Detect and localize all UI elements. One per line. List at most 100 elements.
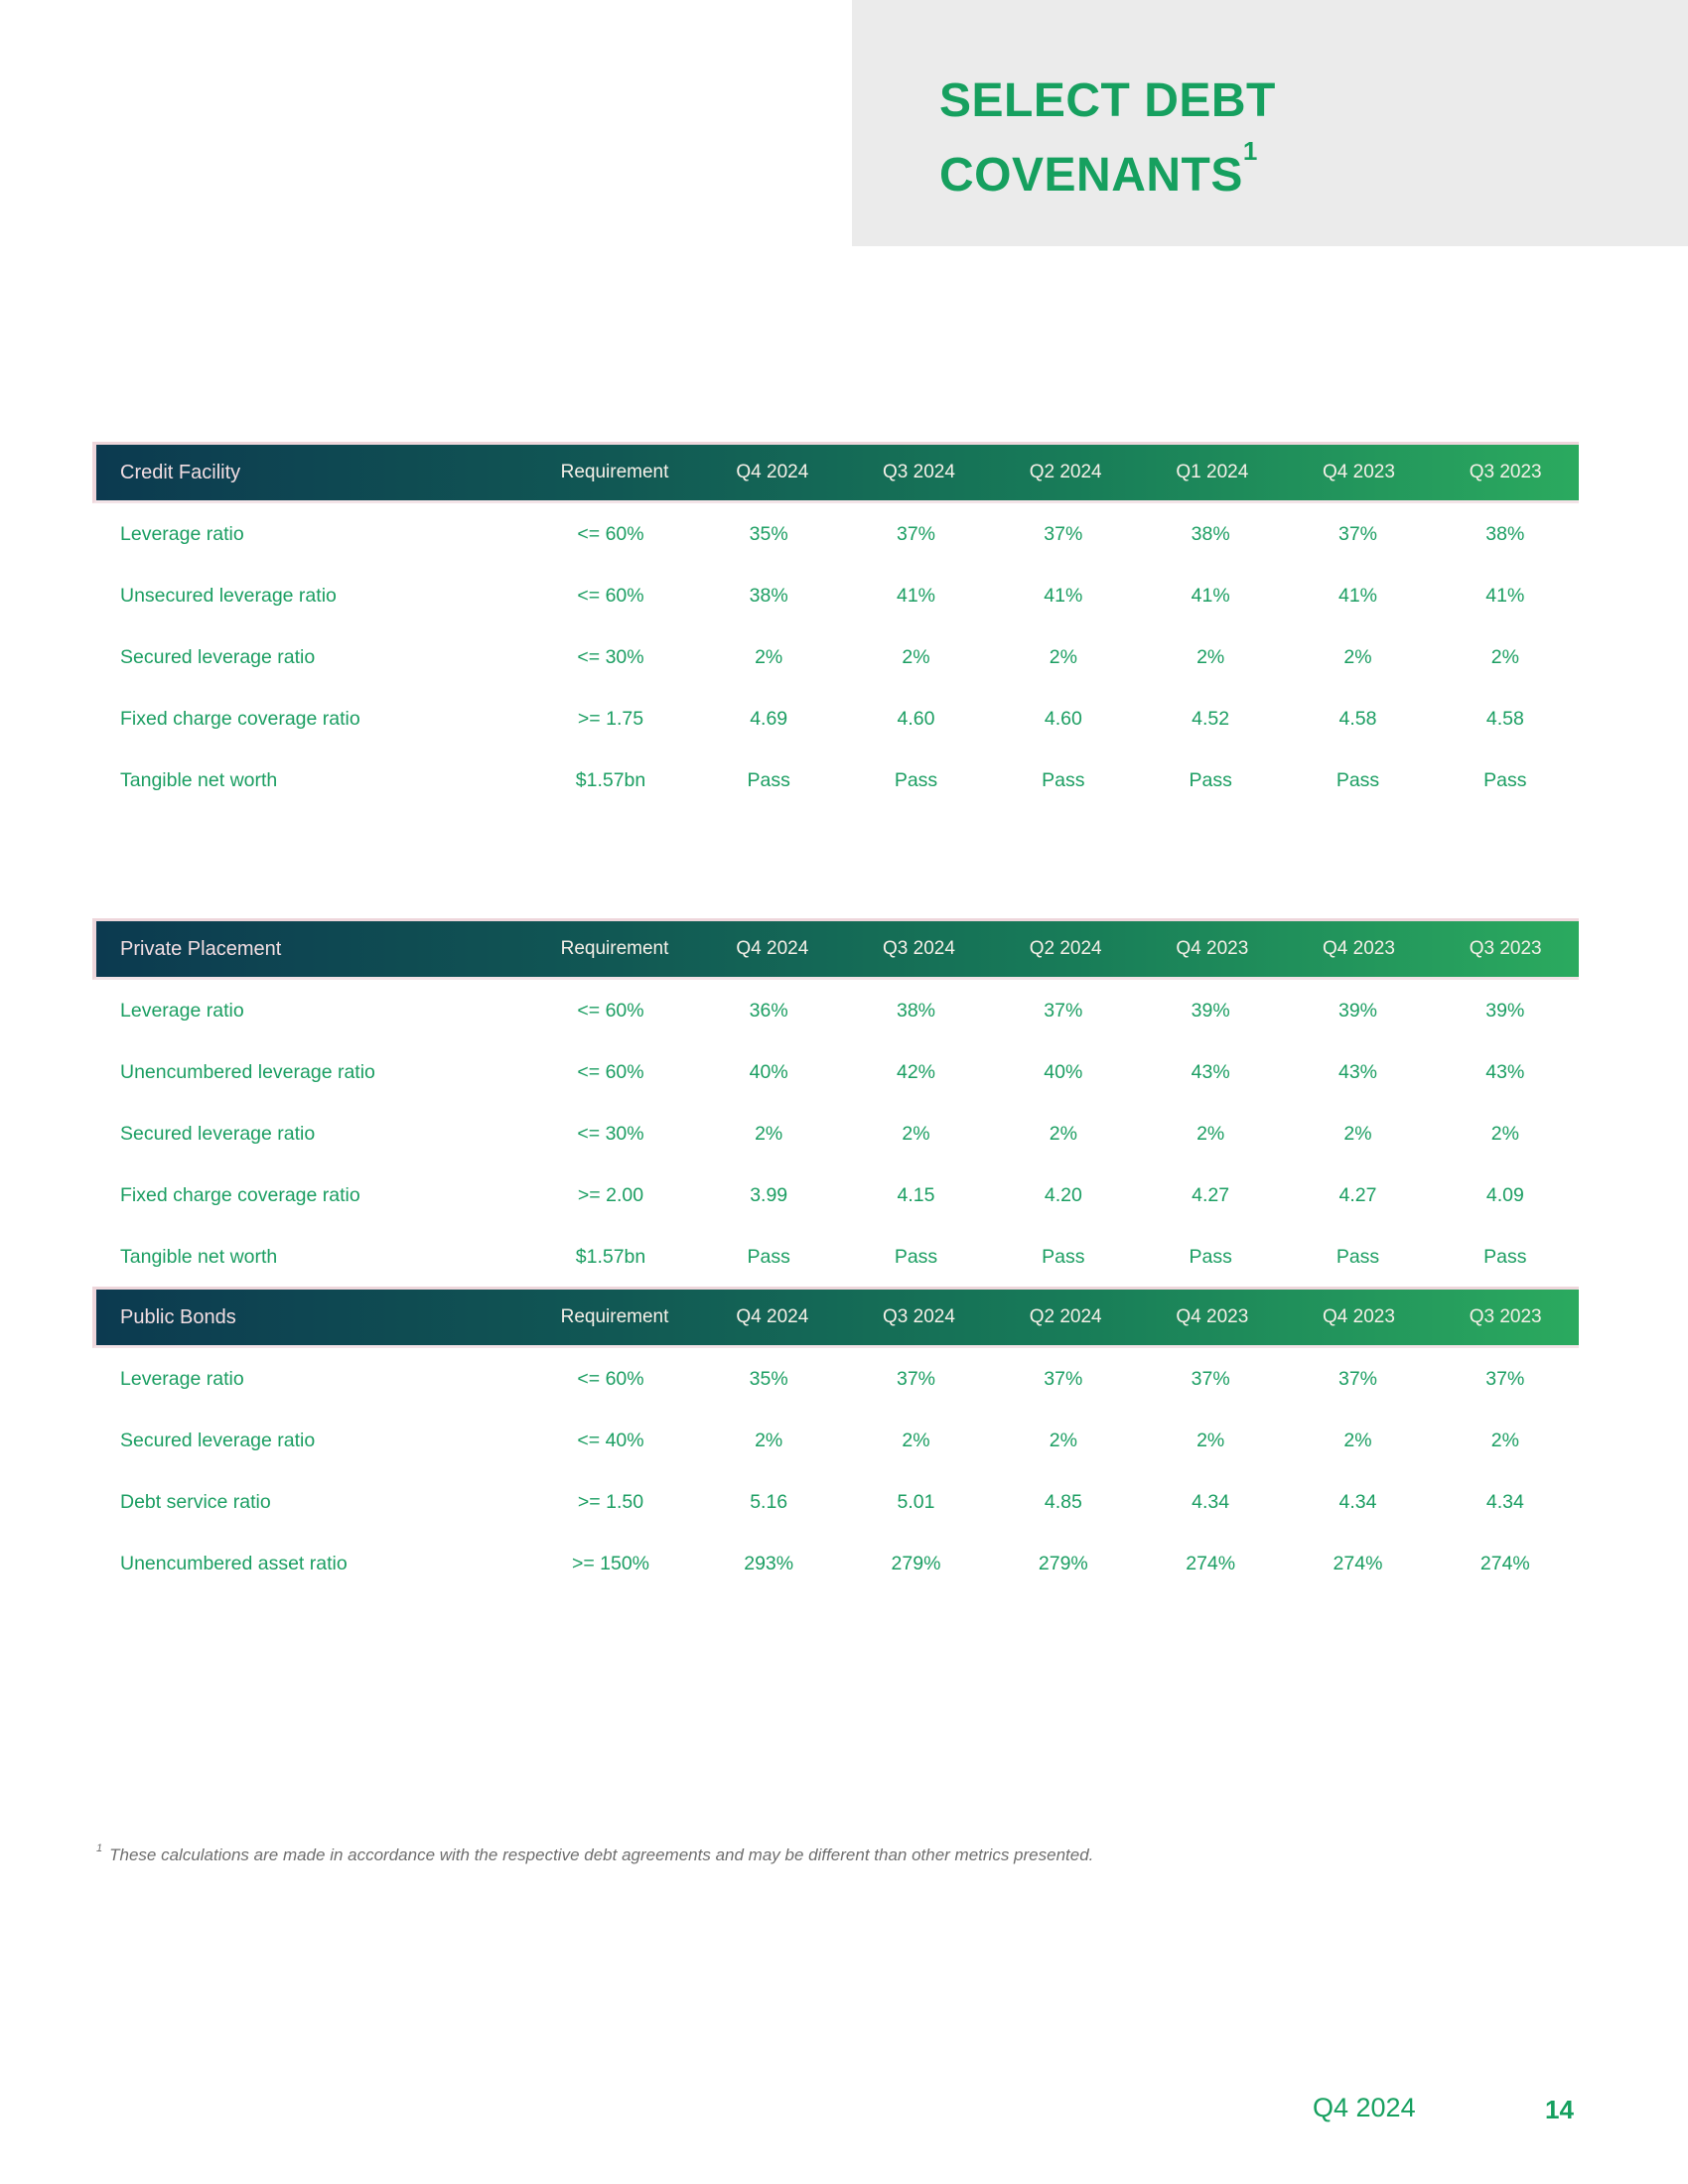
cell-value: $1.57bn	[575, 1245, 646, 1268]
table-row: Fixed charge coverage ratio >= 2.00 3.99 4.…	[92, 1164, 1579, 1226]
cell-value: 38%	[1485, 522, 1525, 545]
table-title: Public Bonds	[120, 1305, 236, 1328]
column-header: Q4 2024	[736, 1306, 809, 1327]
cell-value: 2%	[1196, 1122, 1225, 1145]
cell-value: Pass	[1042, 768, 1085, 791]
cell-value: 2%	[1490, 645, 1519, 668]
cell-value: 274%	[1333, 1552, 1383, 1574]
cell-value: $1.57bn	[575, 768, 646, 791]
cell-value: Pass	[747, 768, 790, 791]
cell-value: 5.01	[897, 1490, 935, 1513]
row-label: Tangible net worth	[120, 1245, 278, 1268]
cell-value: 37%	[1044, 999, 1083, 1022]
cell-value: 5.16	[750, 1490, 788, 1513]
cell-value: 2%	[1049, 1122, 1077, 1145]
page-title-line2: COVENANTS1	[939, 136, 1258, 202]
cell-value: 2%	[1343, 1429, 1372, 1451]
covenant-table-private-placement: Private Placement Requirement Q4 2024 Q3 20…	[92, 918, 1579, 1288]
cell-value: 4.58	[1485, 707, 1524, 730]
cell-value: 2%	[1343, 1122, 1372, 1145]
cell-value: Pass	[1336, 768, 1380, 791]
table-row: Secured leverage ratio <= 30% 2% 2% 2% 2% 2% 2%	[92, 1103, 1579, 1164]
column-header: Q4 2023	[1176, 1306, 1249, 1327]
cell-value: 2%	[1196, 1429, 1225, 1451]
row-label: Unencumbered leverage ratio	[120, 1060, 375, 1083]
column-header: Q4 2023	[1323, 1306, 1395, 1327]
row-label: Secured leverage ratio	[120, 1122, 316, 1145]
cell-value: Pass	[894, 1245, 938, 1268]
cell-value: 37%	[896, 1367, 935, 1390]
cell-value: 37%	[1337, 1367, 1377, 1390]
row-label: Debt service ratio	[120, 1490, 271, 1513]
column-header: Q1 2024	[1176, 462, 1249, 482]
cell-value: 2%	[1490, 1429, 1519, 1451]
cell-value: >= 1.50	[577, 1490, 644, 1513]
cell-value: Pass	[894, 768, 938, 791]
cell-value: 4.15	[897, 1183, 935, 1206]
footer-quarter-label: Q4 2024	[1313, 2093, 1416, 2122]
cell-value: 2%	[1196, 645, 1225, 668]
cell-value: >= 150%	[571, 1552, 650, 1574]
cell-value: 41%	[1044, 584, 1083, 607]
footnote: 1 These calculations are made in accordan…	[96, 1843, 1387, 1865]
cell-value: 43%	[1485, 1060, 1525, 1083]
cell-value: <= 30%	[577, 1122, 644, 1145]
column-header: Q3 2023	[1469, 938, 1542, 959]
table-row: Tangible net worth $1.57bn Pass Pass Pass Pas…	[92, 1226, 1579, 1288]
cell-value: 38%	[896, 999, 935, 1022]
cell-value: Pass	[1189, 1245, 1232, 1268]
cell-value: 2%	[902, 1429, 930, 1451]
table-row: Leverage ratio <= 60% 35% 37% 37% 38% 37% 38%	[92, 503, 1579, 565]
column-header: Q4 2023	[1323, 462, 1395, 482]
cell-value: 41%	[1191, 584, 1230, 607]
table-row: Secured leverage ratio <= 40% 2% 2% 2% 2% 2% 2%	[92, 1410, 1579, 1471]
column-header: Q2 2024	[1029, 1306, 1102, 1327]
cell-value: 37%	[1044, 522, 1083, 545]
cell-value: Pass	[1483, 768, 1527, 791]
table-row: Leverage ratio <= 60% 36% 38% 37% 39% 39% 39%	[92, 980, 1579, 1041]
cell-value: 274%	[1186, 1552, 1236, 1574]
cell-value: 39%	[1191, 999, 1230, 1022]
cell-value: <= 60%	[577, 1060, 644, 1083]
cell-value: <= 60%	[577, 1367, 644, 1390]
cell-value: 41%	[1485, 584, 1525, 607]
footnote-marker: 1	[96, 1843, 103, 1854]
title-footnote-marker: 1	[1242, 136, 1258, 166]
cell-value: 4.58	[1338, 707, 1377, 730]
cell-value: 4.20	[1044, 1183, 1082, 1206]
cell-value: 41%	[1337, 584, 1377, 607]
row-label: Tangible net worth	[120, 768, 278, 791]
column-header: Q4 2024	[736, 938, 809, 959]
cell-value: 4.69	[750, 707, 788, 730]
table-row: Unsecured leverage ratio <= 60% 38% 41% 41% 4…	[92, 565, 1579, 626]
footnote-text: These calculations are made in accordanc…	[109, 1845, 1094, 1864]
cell-value: Pass	[1042, 1245, 1085, 1268]
cell-value: 279%	[1038, 1552, 1088, 1574]
cell-value: 2%	[755, 1429, 783, 1451]
table-header-row: Private Placement Requirement Q4 2024 Q3 20…	[92, 918, 1579, 980]
title-banner: SELECT DEBT COVENANTS1	[852, 0, 1688, 246]
cell-value: 38%	[749, 584, 788, 607]
page-title-line1: SELECT DEBT	[939, 74, 1276, 127]
cell-value: 4.27	[1192, 1183, 1230, 1206]
cell-value: 293%	[744, 1552, 794, 1574]
row-label: Fixed charge coverage ratio	[120, 1183, 360, 1206]
cell-value: 4.09	[1485, 1183, 1524, 1206]
cell-value: <= 40%	[577, 1429, 644, 1451]
column-header: Q3 2024	[883, 462, 955, 482]
cell-value: 2%	[902, 1122, 930, 1145]
cell-value: <= 60%	[577, 522, 644, 545]
column-header: Q4 2023	[1323, 938, 1395, 959]
covenant-table-credit-facility: Credit Facility Requirement Q4 2024 Q3 2024…	[92, 442, 1579, 811]
table-header-row: Credit Facility Requirement Q4 2024 Q3 2024…	[92, 442, 1579, 503]
cell-value: 4.60	[897, 707, 935, 730]
covenant-table-public-bonds: Public Bonds Requirement Q4 2024 Q3 2024 Q2 …	[92, 1287, 1579, 1594]
cell-value: 36%	[749, 999, 788, 1022]
row-label: Secured leverage ratio	[120, 1429, 316, 1451]
cell-value: 37%	[896, 522, 935, 545]
table-row: Unencumbered asset ratio >= 150% 293% 279% 2…	[92, 1533, 1579, 1594]
cell-value: Pass	[747, 1245, 790, 1268]
table-row: Leverage ratio <= 60% 35% 37% 37% 37% 37% 37%	[92, 1348, 1579, 1410]
cell-value: 43%	[1191, 1060, 1230, 1083]
